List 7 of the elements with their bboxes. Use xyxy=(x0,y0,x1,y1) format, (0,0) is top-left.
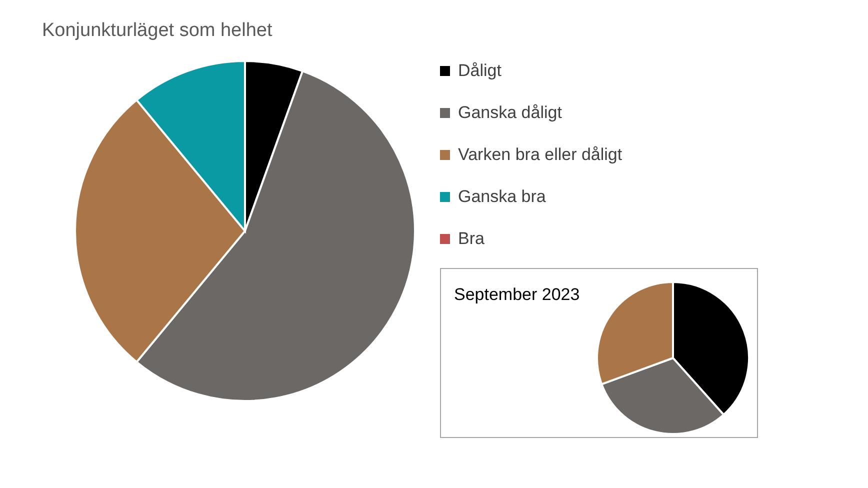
chart-title: Konjunkturläget som helhet xyxy=(42,20,272,42)
legend-label: Ganska dåligt xyxy=(458,103,562,123)
legend-label: Bra xyxy=(458,229,484,249)
chart-title: September 2023 xyxy=(454,285,580,305)
legend-label: Dåligt xyxy=(458,61,502,81)
legend-label: Ganska bra xyxy=(458,187,546,207)
legend-label: Varken bra eller dåligt xyxy=(458,145,622,165)
